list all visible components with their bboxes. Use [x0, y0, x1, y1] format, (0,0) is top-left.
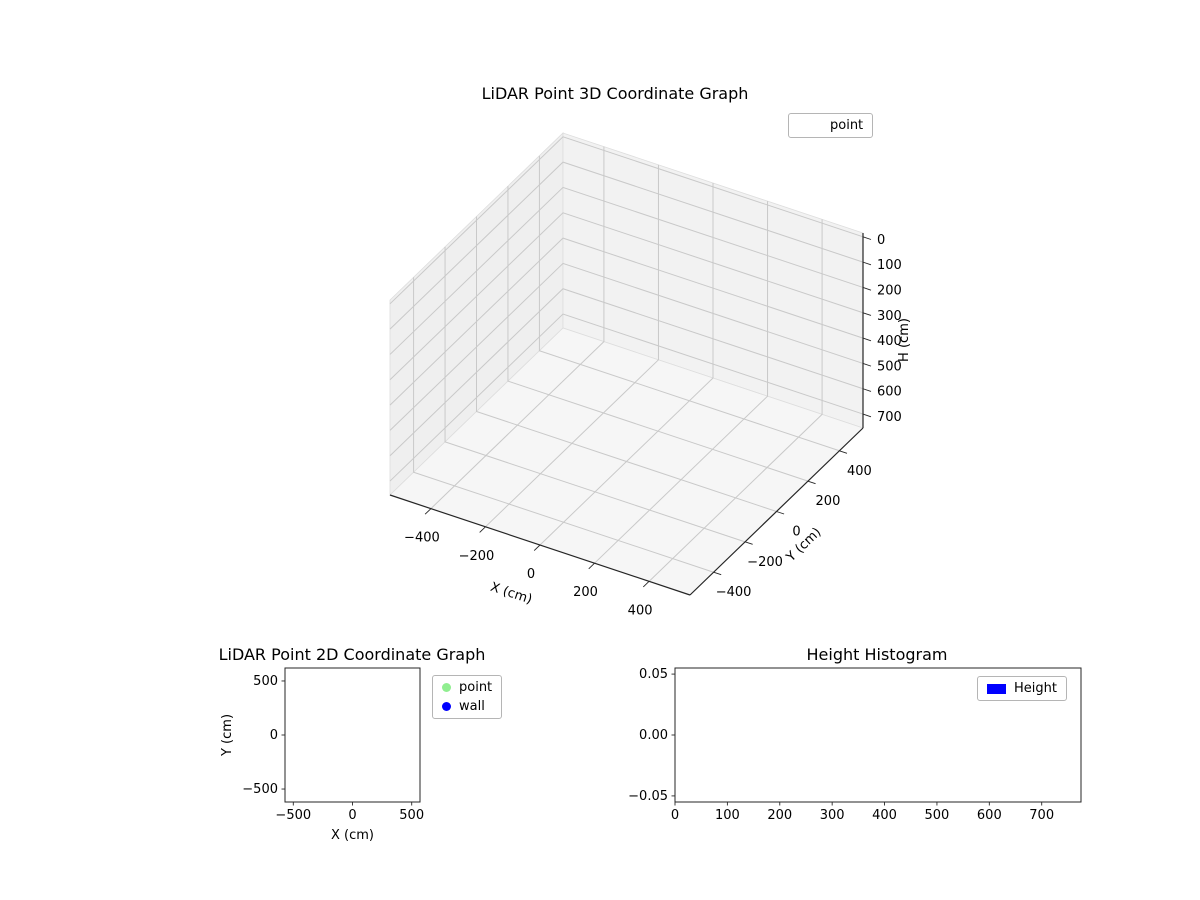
y-tick-label: 0: [792, 525, 800, 540]
height-patch-icon: [987, 683, 1006, 694]
y-gridline: [444, 246, 746, 543]
x-tick-label: 500: [399, 808, 424, 823]
x-tick-label: 300: [820, 808, 845, 823]
y-tick: [776, 511, 785, 515]
histogram-legend: Height: [977, 676, 1067, 701]
plot2d-title: LiDAR Point 2D Coordinate Graph: [218, 645, 486, 664]
z-gridline: [389, 212, 864, 381]
y-gridline: [476, 216, 777, 512]
point-marker-icon: [442, 683, 451, 692]
x-tick: [479, 526, 486, 533]
z-tick: [862, 337, 872, 342]
z-tick-label: 400: [877, 334, 902, 349]
z-tick: [862, 388, 872, 392]
x-tick-label: 600: [977, 808, 1002, 823]
y-tick-label: 200: [816, 494, 841, 509]
x-tick-label: 0: [671, 808, 679, 823]
y-tick-label: 0.05: [639, 667, 668, 682]
z-gridline: [389, 262, 864, 431]
z-tick: [862, 236, 872, 240]
x-tick: [424, 508, 432, 515]
x-tick-label: 0: [348, 808, 356, 823]
legend-item-height: Height: [987, 681, 1057, 696]
y-axis-label: Y (cm): [220, 714, 235, 757]
y-tick-label: −0.05: [628, 789, 668, 804]
z-gridline: [389, 186, 864, 355]
z-tick-label: 0: [877, 233, 885, 248]
x-gridline: [539, 183, 714, 546]
y-tick: [839, 450, 848, 454]
z-gridline: [389, 313, 864, 482]
plot3d-title: LiDAR Point 3D Coordinate Graph: [481, 84, 749, 103]
x-tick-label: 500: [925, 808, 950, 823]
z-tick: [862, 261, 872, 266]
legend-label: point: [830, 118, 864, 133]
y-axis-label: Y (cm): [783, 525, 824, 566]
y-tick: [744, 541, 753, 545]
z-gridline: [389, 161, 864, 330]
x-tick-label: 700: [1029, 808, 1054, 823]
legend-label: point: [459, 680, 493, 695]
z-axis-label: H (cm): [897, 318, 912, 362]
x-tick: [533, 544, 541, 551]
y-gridline: [507, 186, 809, 482]
x-gridline: [430, 146, 605, 509]
x-tick-label: 200: [573, 585, 598, 600]
z-tick-label: 600: [877, 385, 902, 400]
y-tick-label: −200: [747, 555, 783, 570]
y-gridline: [538, 155, 840, 452]
x-tick-label: −500: [275, 808, 311, 823]
x-tick-label: 100: [715, 808, 740, 823]
plot2d-axes: −500 0 500 500 0 −500 X (cm) Y (cm): [220, 667, 424, 843]
z-tick-label: 300: [877, 309, 902, 324]
legend-label: Height: [1014, 681, 1057, 696]
x-tick-label: 400: [628, 603, 653, 618]
legend-item-wall: wall: [442, 699, 492, 714]
x-tick-label: 0: [527, 567, 535, 582]
legend-item-point-3d: point: [798, 118, 863, 133]
y-tick-label: 0: [270, 728, 278, 743]
plot3d-axes: −400 −200 0 200 400 −400 −200 0 200 400 0 100 200 300…: [389, 132, 912, 618]
z-tick: [862, 287, 872, 291]
x-tick-label: 200: [767, 808, 792, 823]
z-gridline: [389, 237, 864, 406]
y-tick-label: 500: [253, 674, 278, 689]
y-tick: [713, 571, 722, 576]
wall-marker-icon: [442, 702, 451, 711]
z-gridline: [389, 288, 864, 457]
z-gridline: [389, 136, 864, 305]
x-tick: [642, 581, 650, 588]
y-tick-label: 0.00: [639, 728, 668, 743]
y-tick-label: −500: [242, 782, 278, 797]
x-tick-label: 400: [872, 808, 897, 823]
plot3d-legend: point: [788, 113, 874, 138]
axes-frame: [284, 667, 421, 803]
x-tick: [588, 562, 595, 570]
point-marker-blank: [798, 121, 822, 131]
x-axis-label: X (cm): [331, 828, 374, 843]
z-tick-label: 100: [877, 258, 902, 273]
y-tick-label: 400: [847, 464, 872, 479]
x-tick-label: −200: [459, 549, 495, 564]
x-gridline: [648, 219, 823, 582]
y-gridline: [413, 277, 714, 573]
x-gridline: [485, 164, 659, 528]
z-tick: [862, 413, 872, 418]
legend-label: wall: [459, 699, 485, 714]
y-tick-label: −400: [716, 585, 752, 600]
legend-item-point: point: [442, 680, 492, 695]
x-axis-label: X (cm): [488, 580, 534, 608]
z-tick-label: 500: [877, 359, 902, 374]
z-tick-label: 700: [877, 410, 902, 425]
z-tick-label: 200: [877, 283, 902, 298]
histogram-title: Height Histogram: [806, 645, 948, 664]
plot2d-legend: point wall: [432, 675, 503, 719]
z-tick: [862, 312, 872, 316]
z-tick: [862, 362, 872, 367]
x-gridline: [594, 201, 769, 564]
x-tick-label: −400: [404, 531, 440, 546]
y-tick: [807, 480, 816, 485]
